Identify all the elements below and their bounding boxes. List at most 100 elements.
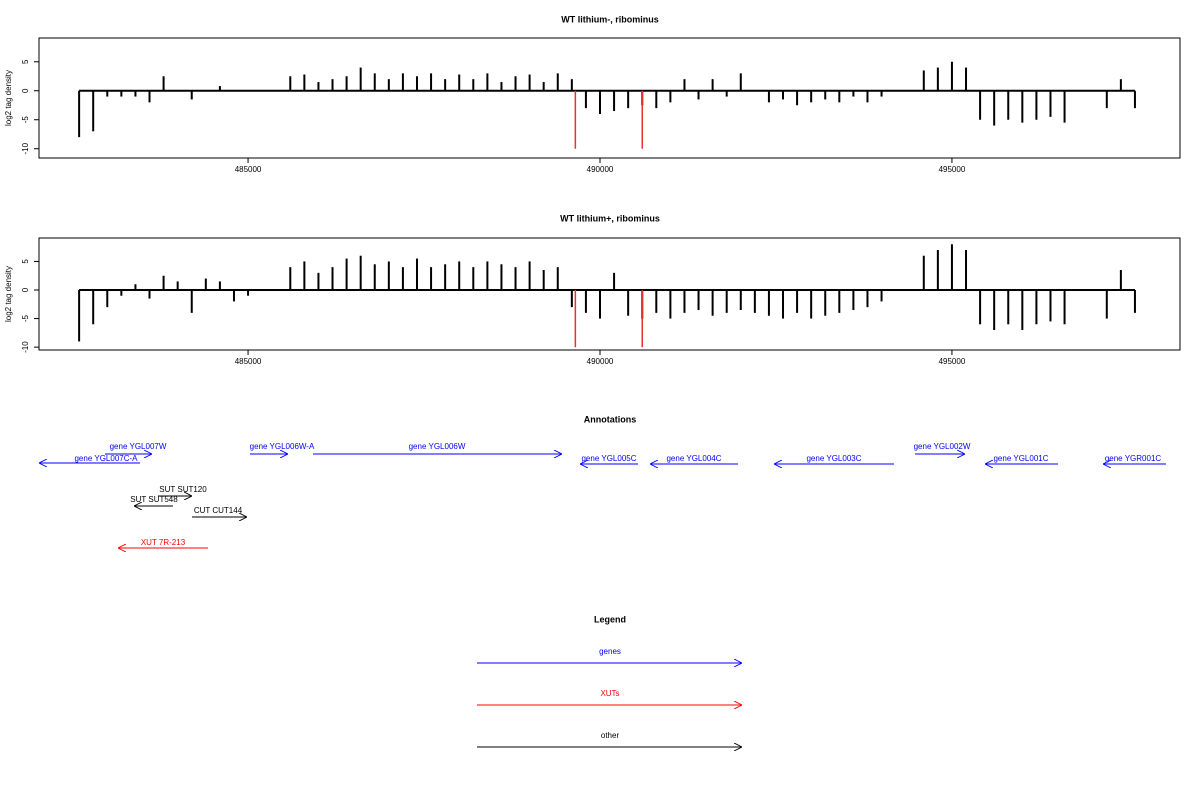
bar [739,290,742,310]
legend-title: Legend [594,614,626,624]
bar [78,290,81,342]
bar [1035,290,1038,325]
bar [218,281,221,290]
bar [880,290,883,302]
bar [936,250,939,290]
bar [1007,90,1010,120]
bar [669,90,672,103]
bar [993,290,996,330]
bar [415,258,418,290]
bar [810,90,813,103]
bar [190,90,193,100]
bar [711,290,714,316]
y-axis-label: log2 tag density [4,266,13,322]
plot-frame [38,37,1181,159]
bar [486,73,489,91]
bar [922,70,925,91]
bar [528,261,531,290]
bar [204,278,207,290]
bar [401,267,404,290]
bar [866,290,869,308]
bar [655,290,658,313]
feature-label: CUT CUT144 [194,506,243,515]
y-tick-label: 0 [21,287,30,292]
bar [627,290,630,316]
bar [387,261,390,290]
bar [134,284,137,290]
bar [1105,290,1108,319]
x-tick-label: 490000 [587,165,614,174]
bar [1105,90,1108,109]
bar [725,90,728,97]
bar [148,290,151,299]
bar [486,261,489,290]
bar [430,73,433,91]
bar [824,290,827,316]
bar [852,290,855,310]
bar [92,290,95,325]
bar [782,290,785,319]
bar [247,290,250,296]
bar [430,267,433,290]
feature-label: gene YGL005C [581,454,636,463]
x-tick-label: 490000 [587,357,614,366]
bar [598,290,601,319]
bar [936,67,939,91]
bar [514,76,517,91]
bar [458,74,461,91]
bar [950,61,953,91]
bar [570,290,573,308]
bar [796,90,799,106]
bar [78,90,81,138]
feature-label: gene YGL007C-A [74,454,138,463]
bar [303,74,306,91]
bar [542,82,545,91]
bar [190,290,193,313]
bar [838,290,841,313]
bar [162,275,165,290]
y-tick-label: -10 [21,142,30,154]
feature-label: gene YGL002W [914,442,971,451]
bar [1007,290,1010,325]
bar [106,290,109,308]
bar [739,73,742,91]
bar [683,290,686,313]
bar [289,76,292,91]
bar [584,90,587,109]
bar [697,290,700,310]
bar [1133,290,1136,313]
y-tick-label: 5 [21,259,30,264]
feature-label: gene YGL004C [666,454,721,463]
bar [359,67,362,91]
bar [387,79,390,91]
bar [556,267,559,290]
bar [359,255,362,290]
bar [598,90,601,114]
x-tick-label: 485000 [235,357,262,366]
bar [796,290,799,313]
feature-label: gene YGL006W [409,442,466,451]
bar [415,76,418,91]
feature-label: gene YGR001C [1105,454,1162,463]
bar [120,90,123,97]
bar [401,73,404,91]
bar [570,79,573,91]
bar [106,90,109,97]
bar [1021,290,1024,330]
bar [1063,90,1066,123]
bar [782,90,785,100]
bar [993,90,996,126]
bar [1119,79,1122,91]
bar [458,261,461,290]
bar [824,90,827,100]
bar [1035,90,1038,120]
chart-title: WT lithium-, ribominus [561,14,659,24]
bar [866,90,869,103]
bar [1133,90,1136,109]
bar [303,261,306,290]
bar [767,90,770,103]
x-tick-label: 485000 [235,165,262,174]
bar [162,76,165,91]
x-tick-label: 495000 [939,357,966,366]
bar [1049,90,1052,117]
